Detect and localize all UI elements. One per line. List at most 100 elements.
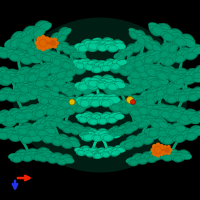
Ellipse shape <box>180 73 191 80</box>
Ellipse shape <box>75 68 84 75</box>
Ellipse shape <box>191 116 200 123</box>
Ellipse shape <box>83 89 92 94</box>
Ellipse shape <box>68 63 78 70</box>
Ellipse shape <box>9 69 17 76</box>
Ellipse shape <box>57 73 68 80</box>
Ellipse shape <box>14 92 27 99</box>
Ellipse shape <box>9 73 20 80</box>
Ellipse shape <box>129 81 138 88</box>
Ellipse shape <box>186 109 195 115</box>
Ellipse shape <box>157 73 166 80</box>
Ellipse shape <box>36 70 47 78</box>
Ellipse shape <box>79 131 87 137</box>
Ellipse shape <box>17 34 30 43</box>
Ellipse shape <box>191 125 200 132</box>
Ellipse shape <box>176 76 186 83</box>
Ellipse shape <box>159 51 168 58</box>
Ellipse shape <box>79 132 91 138</box>
Ellipse shape <box>96 94 108 101</box>
Ellipse shape <box>0 74 9 82</box>
Ellipse shape <box>113 40 124 47</box>
Ellipse shape <box>77 100 88 107</box>
Ellipse shape <box>93 153 101 159</box>
Ellipse shape <box>175 135 186 142</box>
Ellipse shape <box>7 111 20 119</box>
Ellipse shape <box>33 28 45 37</box>
Ellipse shape <box>53 58 63 66</box>
Ellipse shape <box>99 116 110 123</box>
Ellipse shape <box>51 38 60 45</box>
Ellipse shape <box>193 128 200 136</box>
Ellipse shape <box>186 94 198 101</box>
Ellipse shape <box>84 78 96 84</box>
Ellipse shape <box>159 110 171 117</box>
Ellipse shape <box>134 30 143 38</box>
Ellipse shape <box>1 47 14 55</box>
Ellipse shape <box>136 87 144 93</box>
Ellipse shape <box>95 43 107 50</box>
Ellipse shape <box>13 113 26 122</box>
Ellipse shape <box>97 62 107 68</box>
Ellipse shape <box>99 118 107 124</box>
Ellipse shape <box>169 109 182 117</box>
Ellipse shape <box>160 154 171 161</box>
Ellipse shape <box>155 64 164 71</box>
Ellipse shape <box>4 38 17 48</box>
Ellipse shape <box>138 108 148 115</box>
Ellipse shape <box>146 69 155 76</box>
Ellipse shape <box>194 90 200 97</box>
Ellipse shape <box>182 112 195 121</box>
Circle shape <box>127 97 134 104</box>
Ellipse shape <box>22 29 34 38</box>
Ellipse shape <box>66 108 76 115</box>
Ellipse shape <box>93 67 102 73</box>
Ellipse shape <box>69 47 78 53</box>
Ellipse shape <box>35 53 44 60</box>
Ellipse shape <box>37 131 46 137</box>
Ellipse shape <box>32 86 44 94</box>
Ellipse shape <box>131 109 141 116</box>
Ellipse shape <box>120 99 132 106</box>
Ellipse shape <box>93 94 105 101</box>
Ellipse shape <box>127 83 138 90</box>
Ellipse shape <box>64 48 73 54</box>
Ellipse shape <box>34 155 42 161</box>
Ellipse shape <box>62 69 74 76</box>
Ellipse shape <box>35 21 45 29</box>
Ellipse shape <box>49 121 57 127</box>
Ellipse shape <box>144 118 154 124</box>
Ellipse shape <box>20 107 32 115</box>
Ellipse shape <box>147 130 155 137</box>
Ellipse shape <box>49 131 58 138</box>
Ellipse shape <box>128 125 137 131</box>
Ellipse shape <box>72 52 80 58</box>
Ellipse shape <box>58 134 67 141</box>
Ellipse shape <box>125 103 134 109</box>
Ellipse shape <box>76 86 85 91</box>
Ellipse shape <box>67 58 77 65</box>
Ellipse shape <box>80 100 89 107</box>
Ellipse shape <box>2 113 14 120</box>
Ellipse shape <box>24 108 37 117</box>
Ellipse shape <box>141 103 154 110</box>
Ellipse shape <box>28 71 40 79</box>
Ellipse shape <box>174 112 188 120</box>
Ellipse shape <box>93 135 103 142</box>
Ellipse shape <box>108 84 117 90</box>
Ellipse shape <box>48 91 59 98</box>
Ellipse shape <box>192 114 200 121</box>
Ellipse shape <box>54 117 62 124</box>
Ellipse shape <box>54 41 63 48</box>
Ellipse shape <box>4 45 15 53</box>
Ellipse shape <box>60 103 69 109</box>
Ellipse shape <box>18 73 26 79</box>
Ellipse shape <box>119 84 126 90</box>
Ellipse shape <box>51 154 61 160</box>
Ellipse shape <box>27 81 35 88</box>
Ellipse shape <box>22 35 33 43</box>
Ellipse shape <box>98 83 107 89</box>
Ellipse shape <box>129 31 138 39</box>
Ellipse shape <box>12 112 24 119</box>
Ellipse shape <box>168 129 178 136</box>
Ellipse shape <box>179 150 190 157</box>
